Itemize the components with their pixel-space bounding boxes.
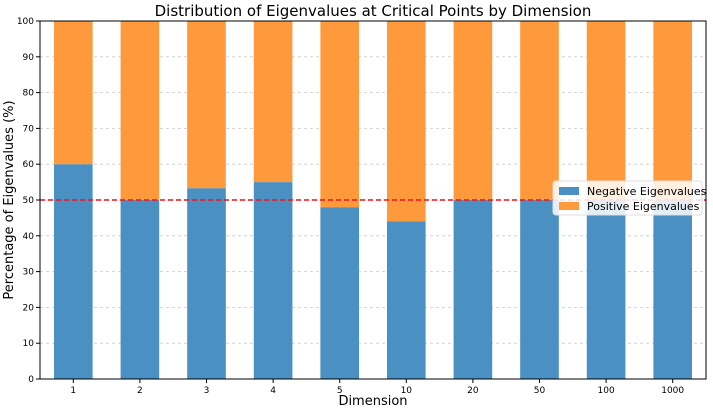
x-tick-label: 50 [534,386,546,396]
y-tick-label: 10 [23,339,35,349]
bar-segment [386,21,426,222]
bar-segment [53,21,93,165]
bar-segment [653,21,693,200]
y-tick-label: 80 [23,89,35,99]
y-tick-label: 100 [17,17,34,27]
bar-segment [320,21,360,208]
bar-segment [386,221,426,379]
legend-label: Positive Eigenvalues [587,200,700,213]
legend: Negative Eigenvalues Positive Eigenvalues [552,180,707,216]
x-tick-label: 10 [401,386,413,396]
x-axis-ticks: 1 2 3 4 5 10 20 50 100 1000 [70,379,684,396]
y-tick-label: 20 [23,303,35,313]
bar-segment [120,21,160,200]
x-tick-label: 3 [204,386,210,396]
legend-label: Negative Eigenvalues [587,185,707,198]
y-tick-label: 70 [23,124,35,134]
bar-segment [320,207,360,379]
bar-segment [187,188,226,379]
x-tick-label: 4 [270,386,276,396]
y-tick-label: 50 [23,196,35,206]
y-tick-label: 30 [23,268,35,278]
y-tick-label: 60 [23,160,35,170]
bar-segment [120,200,160,379]
x-tick-label: 100 [598,386,615,396]
y-tick-label: 0 [28,375,34,385]
y-tick-label: 90 [23,53,35,63]
x-tick-label: 1000 [661,386,684,396]
bar-segment [253,21,293,183]
x-axis-title: Dimension [338,394,407,409]
bar-segment [187,21,226,189]
bar-segment [453,21,493,200]
legend-swatch [559,202,579,210]
bar-segment [53,164,93,379]
y-axis-title: Percentage of Eigenvalues (%) [2,100,17,299]
chart-title: Distribution of Eigenvalues at Critical … [155,2,592,20]
bar-segment [520,21,559,200]
y-tick-label: 40 [23,232,35,242]
x-tick-label: 2 [137,386,143,396]
y-axis-ticks: 0 10 20 30 40 50 60 70 80 90 100 [17,17,40,385]
bar-segment [453,200,493,379]
legend-swatch [559,187,579,195]
x-tick-label: 1 [70,386,76,396]
x-tick-label: 20 [467,386,479,396]
bar-segment [253,182,293,379]
bar-segment [586,21,626,200]
bar-segment [586,200,626,379]
bar-segment [520,200,559,379]
bar-segment [653,200,693,379]
x-tick-label: 5 [337,386,343,396]
legend-box [552,180,703,216]
